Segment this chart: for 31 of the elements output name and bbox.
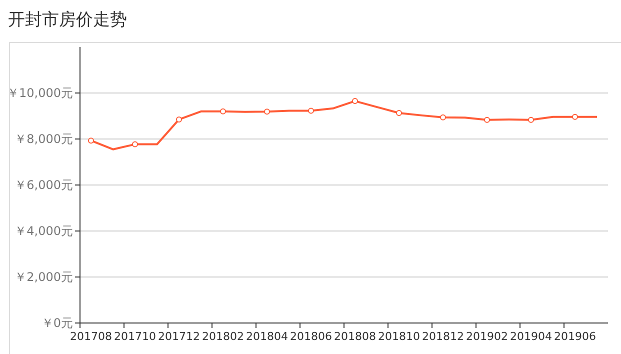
- point: [528, 116, 534, 123]
- x-tick-label: 201806: [290, 330, 332, 343]
- x-tick-label: 201710: [114, 330, 156, 343]
- chart-title: 开封市房价走势: [8, 10, 127, 30]
- x-tick-label: 201904: [510, 330, 552, 343]
- x-tick-label: 201802: [202, 330, 244, 343]
- y-tick-label: ￥4,000元: [14, 224, 73, 238]
- point: [176, 116, 182, 122]
- x-tick-label: 201902: [466, 330, 508, 343]
- point: [88, 138, 94, 144]
- point: [484, 116, 490, 123]
- point: [264, 108, 270, 115]
- x-tick-label: 201712: [158, 330, 200, 343]
- y-tick-label: ￥8,000元: [14, 132, 73, 146]
- y-tick-label: ￥6,000元: [14, 178, 73, 192]
- point: [132, 141, 138, 148]
- y-tick-label: ￥2,000元: [14, 270, 73, 284]
- y-tick-label: ￥10,000元: [7, 86, 73, 100]
- point: [352, 98, 358, 104]
- point: [396, 110, 402, 116]
- point: [220, 108, 226, 114]
- point: [572, 114, 578, 120]
- x-tick-label: 201804: [246, 330, 288, 343]
- x-tick-label: 201812: [422, 330, 464, 343]
- x-tick-label: 201810: [378, 330, 420, 343]
- y-tick-label: ￥0元: [41, 316, 73, 330]
- x-tick-label: 201708: [70, 330, 112, 343]
- x-tick-label: 201906: [554, 330, 596, 343]
- x-tick-label: 201808: [334, 330, 376, 343]
- point: [308, 108, 314, 114]
- point: [440, 114, 446, 120]
